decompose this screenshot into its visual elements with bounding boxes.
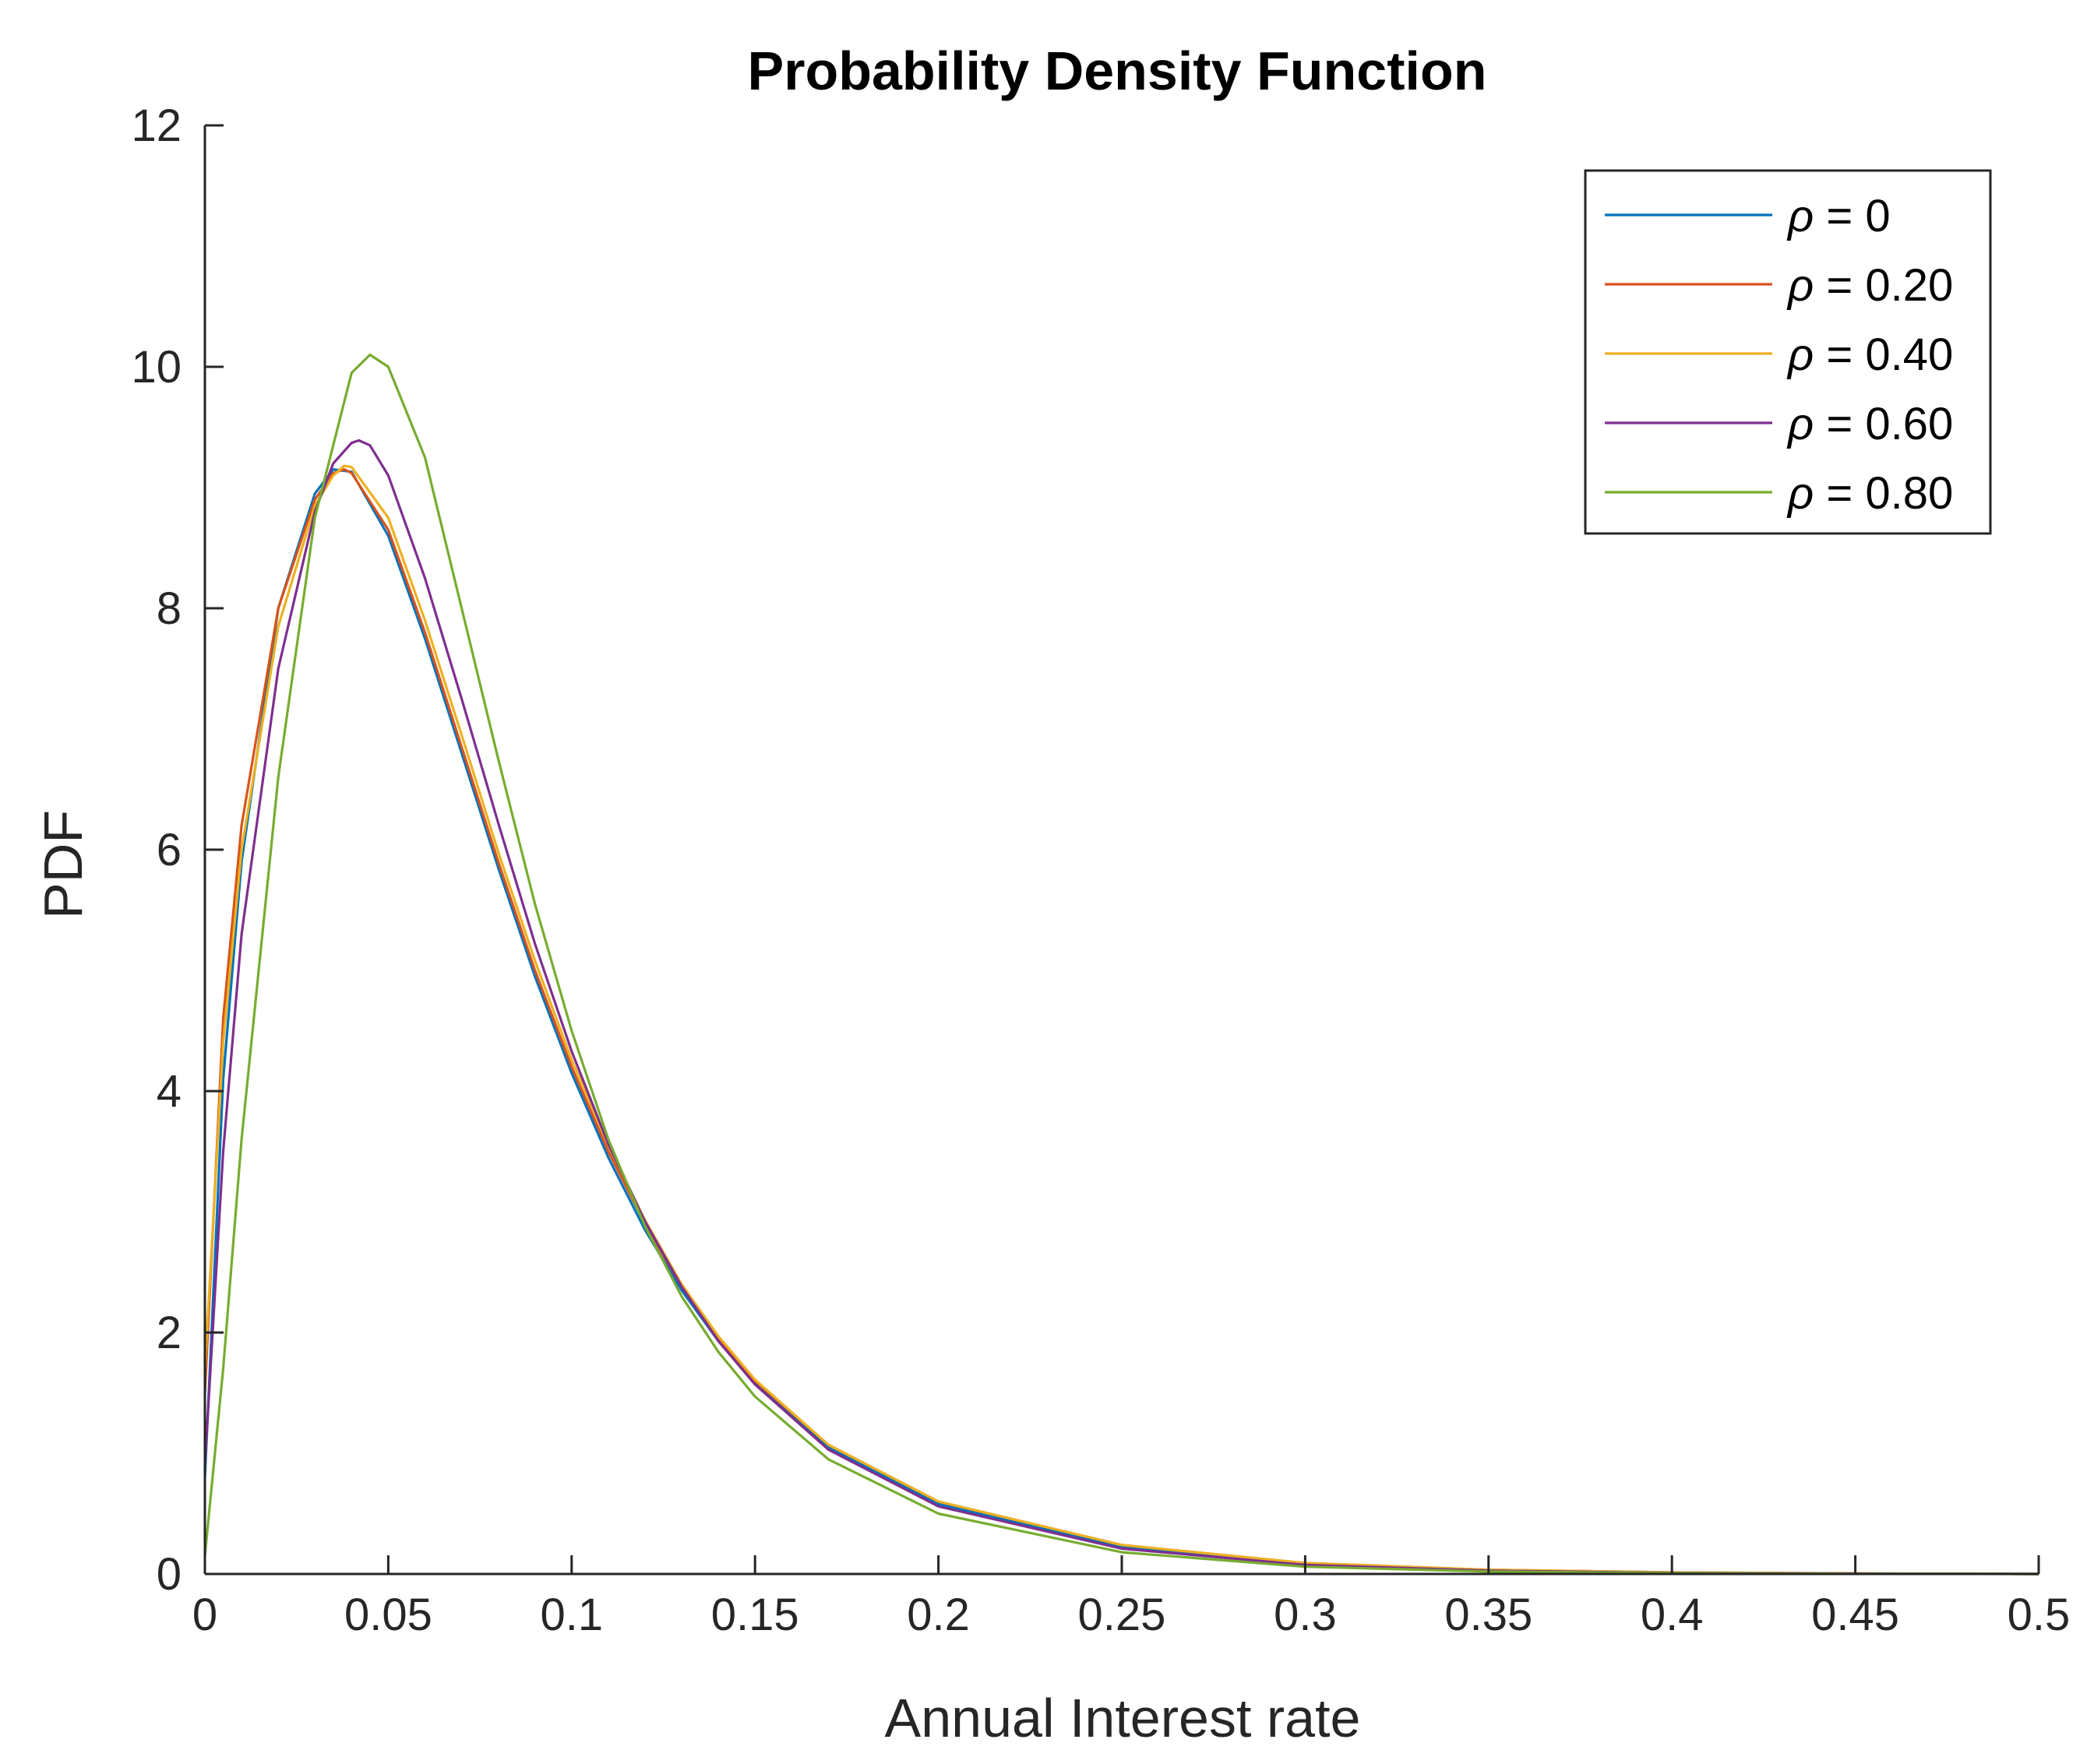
y-tick-label: 4 xyxy=(157,1066,182,1117)
y-tick-label: 12 xyxy=(131,100,182,151)
x-tick-label: 0.25 xyxy=(1078,1590,1166,1640)
x-tick-label: 0.45 xyxy=(1811,1590,1899,1640)
legend-label-0: ρ = 0 xyxy=(1786,191,1891,241)
x-tick-label: 0.05 xyxy=(344,1590,432,1640)
y-tick-label: 10 xyxy=(131,342,182,393)
legend-label-4: ρ = 0.80 xyxy=(1786,468,1953,519)
x-tick-label: 0.1 xyxy=(540,1590,603,1640)
legend-label-2: ρ = 0.40 xyxy=(1786,329,1953,380)
y-tick-label: 6 xyxy=(157,825,182,875)
legend-label-1: ρ = 0.20 xyxy=(1786,260,1953,311)
x-tick-label: 0.2 xyxy=(907,1590,970,1640)
chart-title: Probability Density Function xyxy=(748,40,1487,101)
x-tick-label: 0.35 xyxy=(1444,1590,1532,1640)
y-tick-label: 2 xyxy=(157,1308,182,1358)
x-tick-label: 0 xyxy=(192,1590,217,1640)
x-tick-layer: 0 0.05 0.1 0.15 0.2 0.25 0.3 0.35 0.4 0.45 0.5 xyxy=(192,1555,2070,1640)
x-tick-label: 0.5 xyxy=(2008,1590,2071,1640)
legend: ρ = 0 ρ = 0.20 ρ = 0.40 ρ = 0.60 ρ = 0.80 xyxy=(1584,169,1992,535)
x-tick-label: 0.15 xyxy=(711,1590,799,1640)
x-tick-label: 0.3 xyxy=(1274,1590,1337,1640)
x-tick-label: 0.4 xyxy=(1641,1590,1704,1640)
series-line-4 xyxy=(203,353,2039,1576)
legend-label-3: ρ = 0.60 xyxy=(1786,399,1953,449)
series-layer xyxy=(203,353,2039,1576)
legend-entries: ρ = 0 ρ = 0.20 ρ = 0.40 ρ = 0.60 ρ = 0.80 xyxy=(1605,191,1953,519)
y-tick-label: 8 xyxy=(157,583,182,634)
y-tick-label: 0 xyxy=(157,1549,182,1600)
y-axis-title: PDF xyxy=(33,810,93,919)
series-line-3 xyxy=(203,438,2039,1576)
legend-box xyxy=(1584,169,1992,535)
x-axis-title: Annual Interest rate xyxy=(885,1688,1361,1748)
y-tick-layer: 0 2 4 6 8 10 12 xyxy=(131,100,224,1600)
